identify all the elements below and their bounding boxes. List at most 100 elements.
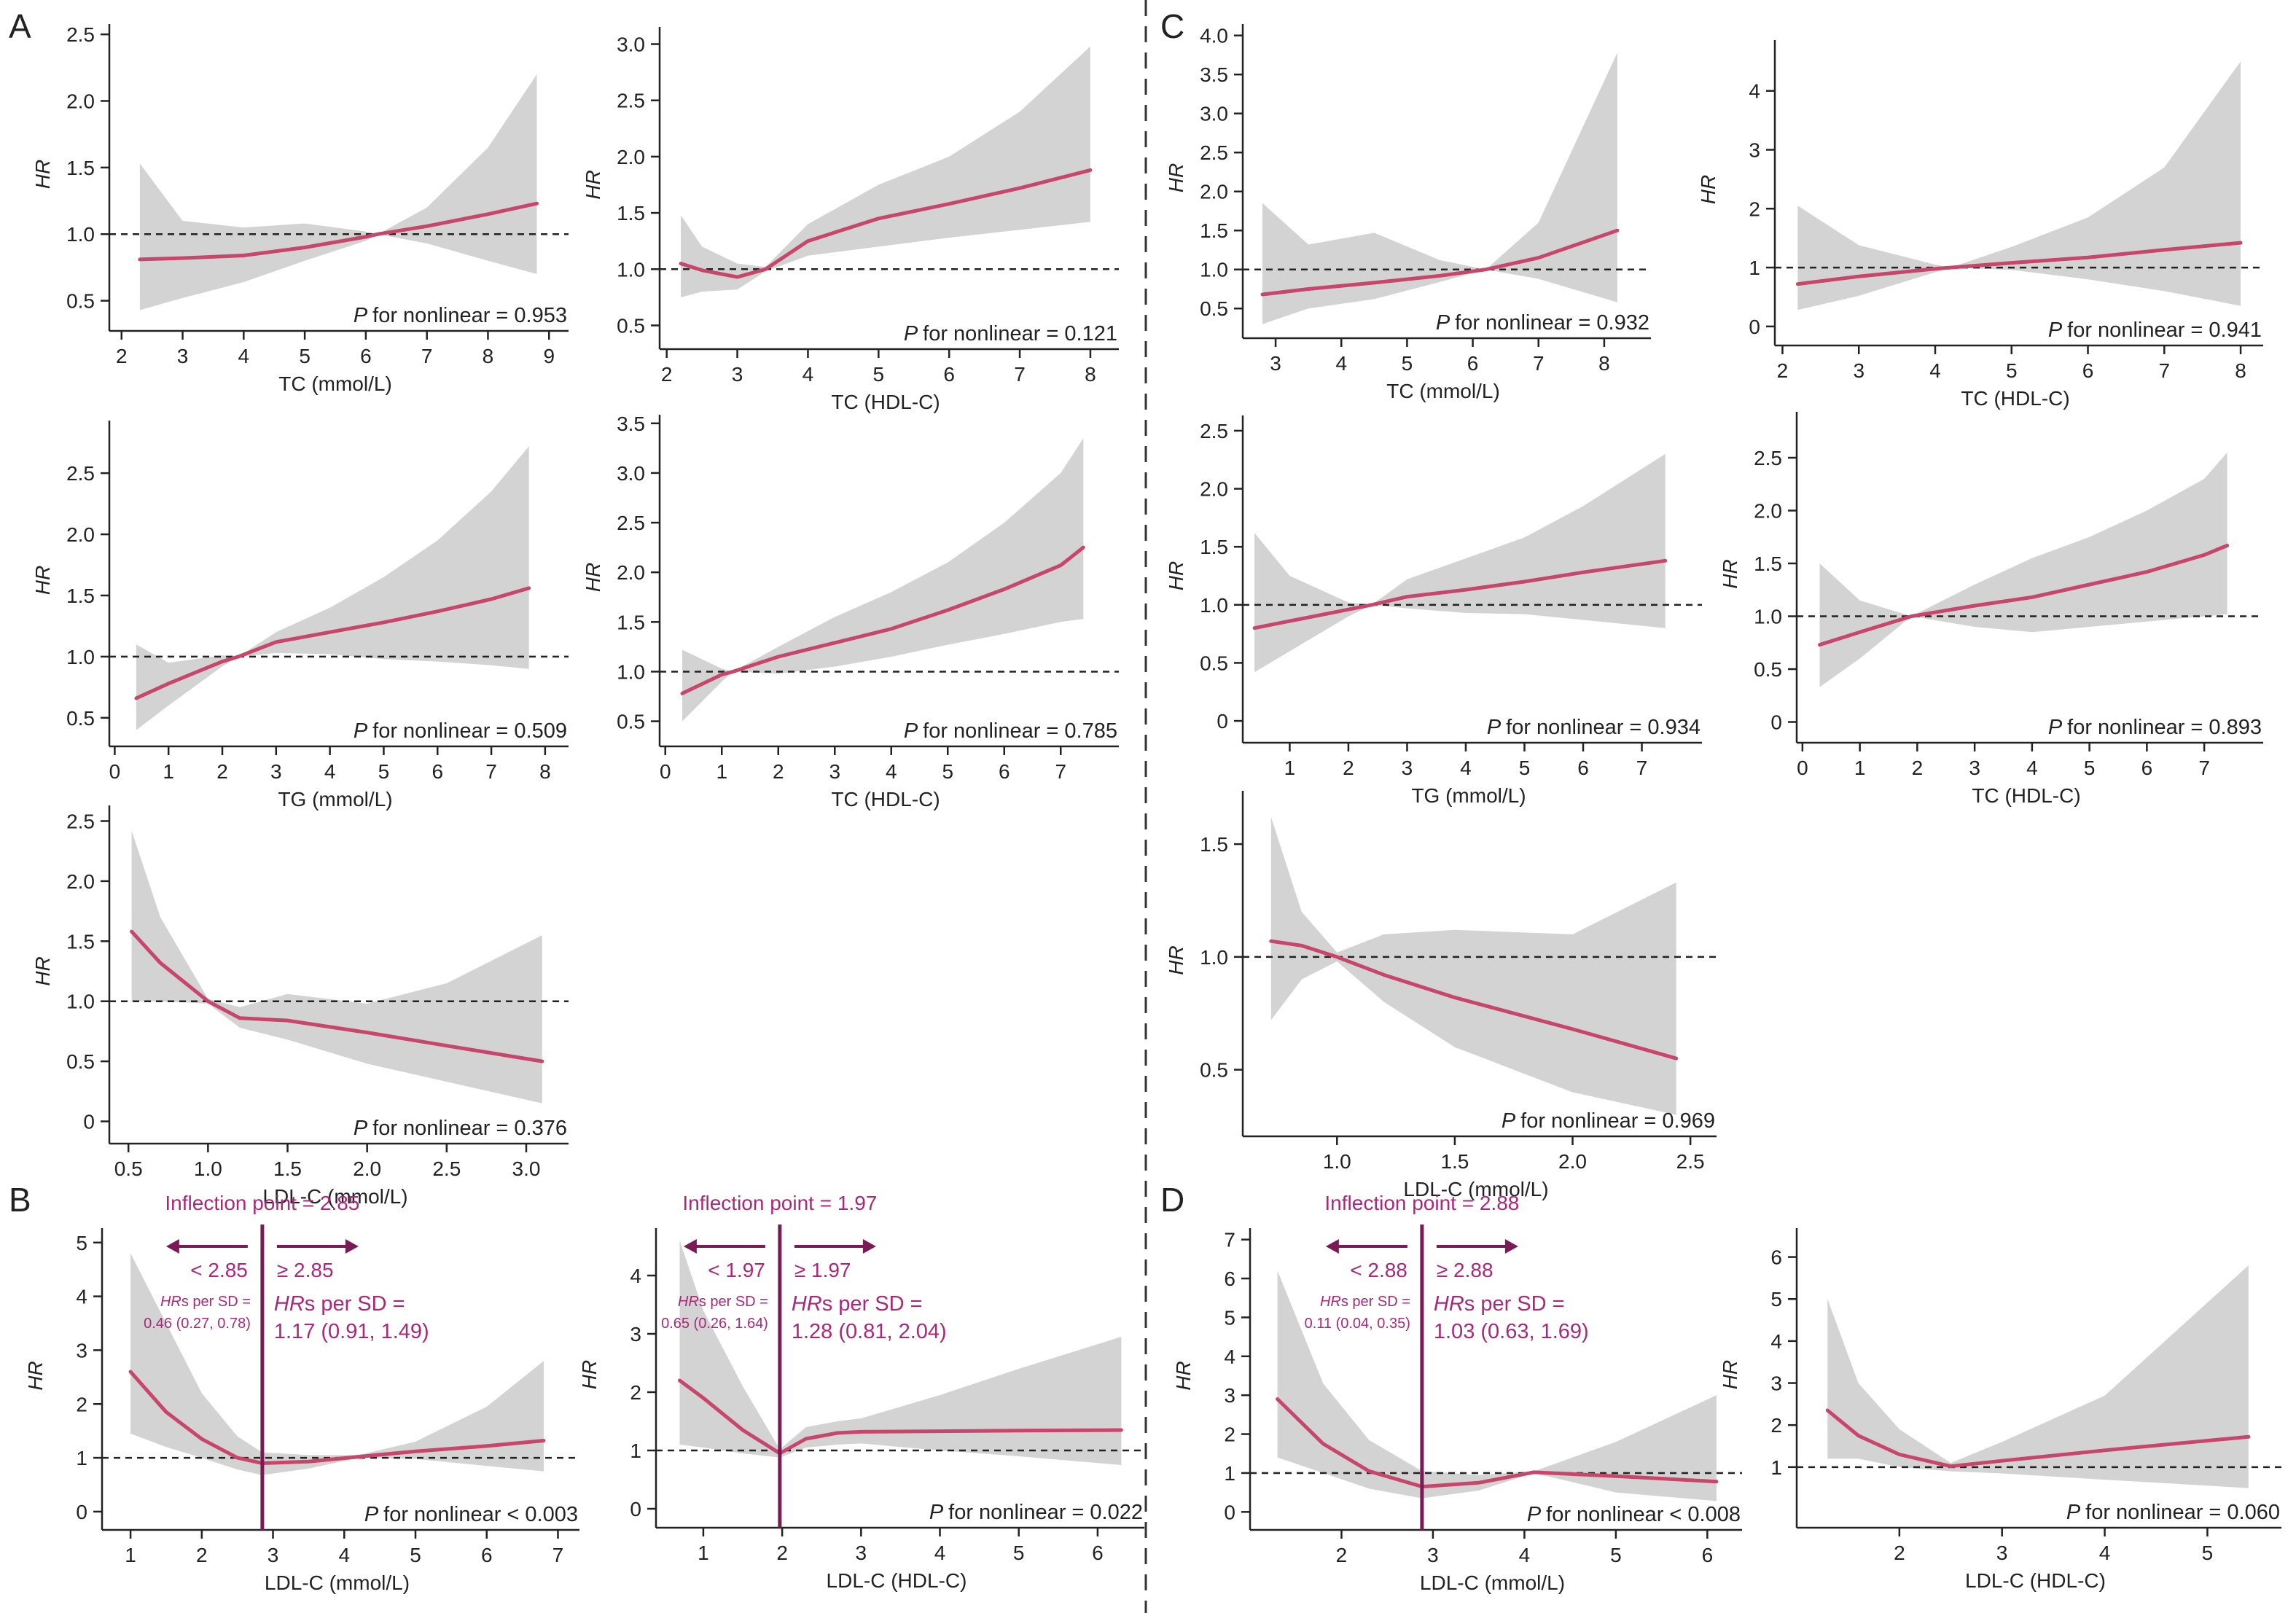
x-tick-label: 8: [1085, 363, 1096, 386]
left-range-label: < 2.88: [1350, 1259, 1407, 1281]
x-tick-label: 7: [421, 345, 433, 367]
y-tick-label: 2: [1224, 1423, 1235, 1446]
y-tick-label: 0.5: [617, 314, 645, 337]
x-tick-label: 2: [1912, 757, 1924, 779]
x-tick-label: 9: [543, 345, 555, 367]
hr-left-value: 0.11 (0.04, 0.35): [1305, 1316, 1410, 1332]
y-axis-label: HR: [31, 566, 54, 595]
p-nonlinear: P for nonlinear = 0.893: [2048, 716, 2262, 739]
y-axis-label: HR: [24, 1361, 47, 1390]
x-tick-label: 3: [1270, 352, 1281, 375]
chart-d1: 0 1 2 3 4 5 6 7 2 3 4 5 6 LDL-C (mmol/L) HR P for nonli…: [1172, 1192, 1742, 1594]
x-tick-label: 5: [410, 1544, 421, 1566]
x-tick-label: 6: [1092, 1542, 1104, 1564]
p-symbol: P: [2048, 319, 2067, 342]
ci-band: [136, 446, 529, 730]
x-tick-label: 7: [1014, 363, 1026, 386]
chart-b1: 0 1 2 3 4 5 1 2 3 4 5 6 7 LDL-C (mmol/L) HR P for nonli…: [24, 1192, 579, 1594]
y-tick-label: 5: [76, 1232, 87, 1254]
y-tick-label: 2.5: [66, 462, 95, 485]
x-tick-label: 2: [1336, 1544, 1348, 1566]
y-tick-label: 5: [1770, 1288, 1782, 1311]
left-range-label: < 1.97: [708, 1259, 765, 1281]
p-value: for nonlinear = 0.121: [923, 322, 1117, 345]
x-tick-label: 7: [1636, 757, 1648, 779]
p-value: for nonlinear < 0.003: [383, 1503, 578, 1526]
inflection-label: Inflection point = 2.85: [165, 1192, 359, 1214]
ci-band: [1262, 52, 1617, 324]
p-nonlinear: P for nonlinear = 0.022: [929, 1501, 1143, 1524]
y-tick-label: 2: [76, 1393, 87, 1415]
x-tick-label: 5: [1013, 1542, 1025, 1564]
p-symbol: P: [929, 1501, 948, 1524]
x-tick-label: 7: [1533, 352, 1545, 375]
x-tick-label: 3: [270, 760, 282, 783]
hr-symbol: HR: [274, 1292, 305, 1316]
y-tick-label: 1.5: [1200, 536, 1228, 558]
y-tick-label: 4.0: [1200, 25, 1228, 47]
chart-c1: 0.5 1.0 1.5 2.0 2.5 3.0 3.5 4.0 3 4 5 6 7 8 TC (mmol/L…: [1165, 24, 1651, 402]
x-tick-label: 6: [999, 760, 1010, 783]
y-tick-label: 1.0: [1200, 594, 1228, 617]
y-tick-label: 6: [1224, 1268, 1235, 1290]
y-tick-label: 0.5: [1754, 658, 1782, 681]
y-tick-label: 3.0: [1200, 103, 1228, 125]
hr-curve: [128, 1370, 546, 1465]
x-axis-label: TG (mmol/L): [1411, 784, 1526, 807]
p-nonlinear: P for nonlinear < 0.003: [364, 1503, 578, 1526]
y-tick-label: 2: [630, 1381, 641, 1404]
p-symbol: P: [1502, 1109, 1520, 1133]
p-symbol: P: [904, 322, 923, 345]
y-tick-label: 0.5: [66, 1050, 95, 1073]
hr-right-label: HRs per SD =: [792, 1292, 923, 1316]
hr-symbol: HR: [160, 1294, 181, 1310]
panel-letter-c: C: [1160, 7, 1184, 45]
inflection-label: Inflection point = 1.97: [682, 1192, 877, 1214]
x-tick-label: 2: [661, 363, 673, 386]
chart-c4: 0 0.5 1.0 1.5 2.0 2.5 0 1 2 3 4 5 6 7 TC (HDL-C) HR P fo…: [1719, 412, 2263, 807]
x-tick-label: 2: [773, 760, 784, 783]
p-symbol: P: [1527, 1503, 1546, 1526]
y-tick-label: 3: [1224, 1384, 1235, 1407]
y-tick-label: 1.5: [66, 157, 95, 179]
y-axis-label: HR: [1697, 175, 1719, 204]
p-nonlinear: P for nonlinear = 0.941: [2048, 319, 2262, 342]
x-tick-label: 0: [1797, 757, 1808, 779]
y-tick-label: 1.0: [1754, 606, 1782, 628]
x-tick-label: 2: [1343, 757, 1354, 779]
y-tick-label: 3: [630, 1323, 641, 1346]
p-value: for nonlinear = 0.785: [923, 719, 1117, 743]
x-tick-label: 1: [125, 1544, 136, 1566]
x-axis-label: TC (HDL-C): [831, 391, 940, 413]
y-tick-label: 3.0: [617, 34, 645, 56]
x-tick-label: 5: [1610, 1544, 1622, 1566]
x-tick-label: 7: [485, 760, 497, 783]
x-tick-label: 1.5: [1440, 1150, 1469, 1173]
x-tick-label: 4: [934, 1542, 946, 1564]
x-tick-label: 7: [552, 1544, 564, 1566]
x-tick-label: 6: [2141, 757, 2153, 779]
x-tick-label: 4: [803, 363, 814, 386]
chart-a4: 0.5 1.0 1.5 2.0 2.5 3.0 3.5 0 1 2 3 4 5 6 7 TC (HDL-C) H…: [582, 413, 1119, 811]
panel-letter-d: D: [1160, 1181, 1184, 1219]
y-tick-label: 2.5: [617, 90, 645, 112]
y-tick-label: 2.0: [617, 146, 645, 168]
ci-band: [1797, 61, 2241, 311]
y-tick-label: 0: [76, 1501, 87, 1523]
y-tick-label: 0.5: [1200, 297, 1228, 320]
hr-left-text: s per SD =: [699, 1294, 768, 1310]
x-tick-label: 4: [886, 760, 897, 783]
y-tick-label: 4: [1749, 80, 1760, 103]
hr-curve: [134, 586, 531, 700]
x-axis-label: LDL-C (HDL-C): [1965, 1569, 2106, 1592]
hr-left-label: HRs per SD =: [678, 1294, 768, 1310]
p-value: for nonlinear < 0.008: [1546, 1503, 1741, 1526]
hr-curve: [1795, 241, 2243, 286]
y-tick-label: 4: [1224, 1346, 1235, 1368]
x-axis-label: LDL-C (HDL-C): [827, 1569, 967, 1592]
x-tick-label: 2.5: [432, 1157, 461, 1180]
chart-a3: 0.5 1.0 1.5 2.0 2.5 0 1 2 3 4 5 6 7 8 TG (mmol/L) HR P f…: [31, 421, 569, 811]
x-tick-label: 3: [732, 363, 743, 386]
x-tick-label: 6: [481, 1544, 493, 1566]
hr-right-value: 1.17 (0.91, 1.49): [274, 1320, 429, 1343]
